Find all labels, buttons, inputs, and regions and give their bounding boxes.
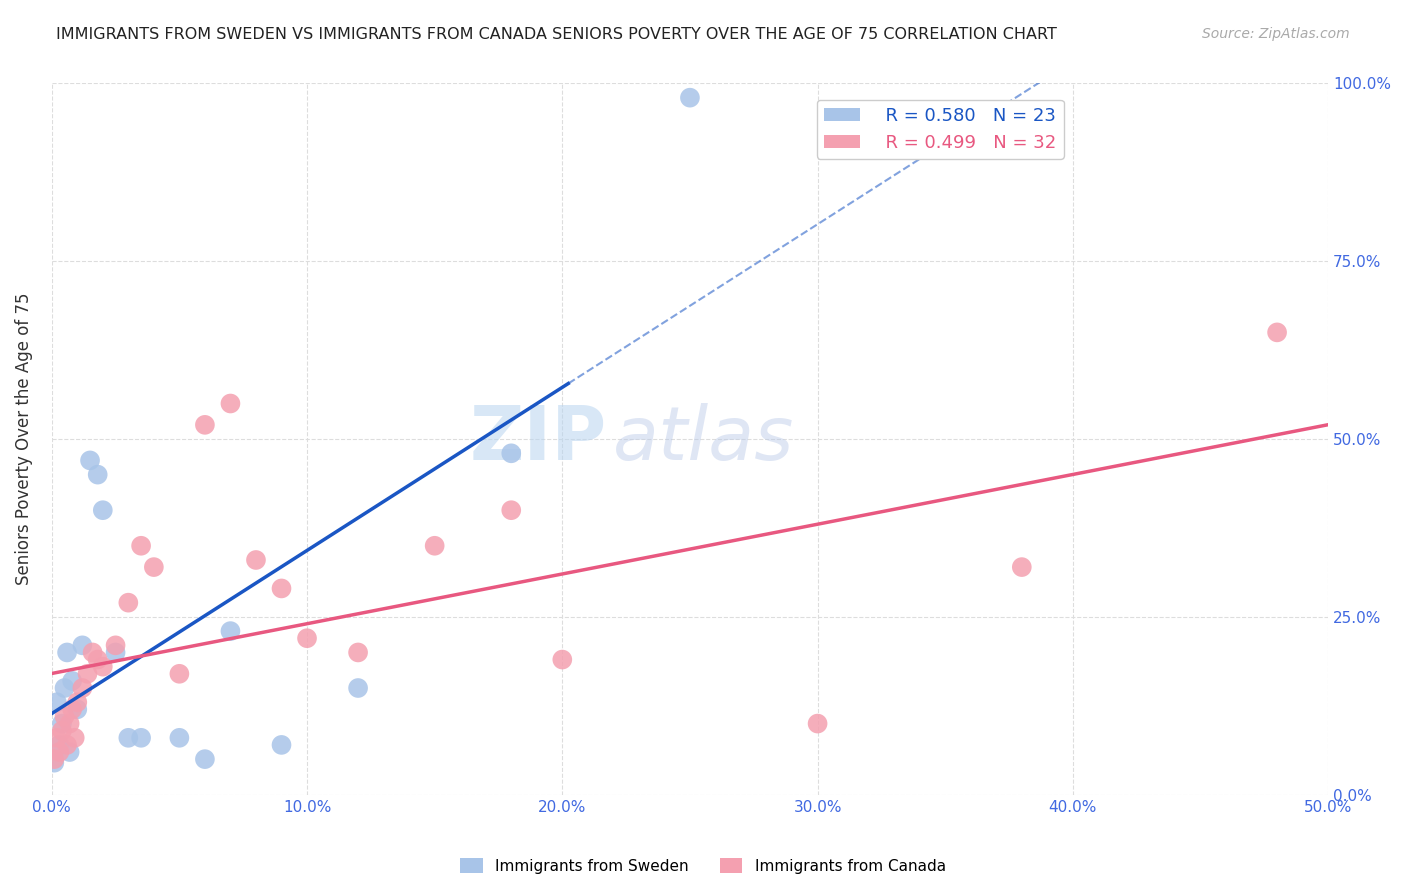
Point [60, 702, 83, 716]
Point [270, 738, 292, 752]
Point [219, 396, 242, 410]
Point [104, 645, 127, 659]
Point [59, 745, 82, 759]
Legend: Immigrants from Sweden, Immigrants from Canada: Immigrants from Sweden, Immigrants from … [454, 852, 952, 880]
Point [79, 453, 101, 467]
Point [56, 738, 79, 752]
Point [194, 417, 217, 432]
Point [551, 652, 574, 666]
Point [91, 503, 114, 517]
Point [48, 738, 70, 752]
Point [63, 731, 86, 745]
Point [169, 731, 191, 745]
Point [679, 90, 702, 104]
Point [86, 467, 108, 482]
Point [86, 652, 108, 666]
Point [53, 709, 76, 723]
Point [66, 695, 89, 709]
Point [423, 539, 446, 553]
Point [51, 723, 73, 738]
Text: ZIP: ZIP [470, 402, 607, 475]
Point [142, 560, 165, 574]
Point [66, 702, 89, 716]
Point [270, 582, 292, 596]
Point [44, 756, 66, 770]
Point [501, 503, 523, 517]
Point [117, 596, 139, 610]
Point [44, 752, 66, 766]
Point [48, 745, 70, 759]
Point [806, 716, 828, 731]
Point [295, 631, 318, 645]
Point [72, 638, 94, 652]
Text: atlas: atlas [613, 403, 794, 475]
Point [1011, 560, 1033, 574]
Point [45, 731, 67, 745]
Point [91, 659, 114, 673]
Point [219, 624, 242, 639]
Point [45, 695, 67, 709]
Point [169, 666, 191, 681]
Text: IMMIGRANTS FROM SWEDEN VS IMMIGRANTS FROM CANADA SENIORS POVERTY OVER THE AGE OF: IMMIGRANTS FROM SWEDEN VS IMMIGRANTS FRO… [56, 27, 1057, 42]
Point [245, 553, 267, 567]
Legend:   R = 0.580   N = 23,   R = 0.499   N = 32: R = 0.580 N = 23, R = 0.499 N = 32 [817, 100, 1064, 159]
Point [117, 731, 139, 745]
Point [129, 731, 152, 745]
Point [82, 645, 104, 659]
Text: Source: ZipAtlas.com: Source: ZipAtlas.com [1202, 27, 1350, 41]
Point [501, 446, 523, 460]
Point [56, 645, 79, 659]
Y-axis label: Seniors Poverty Over the Age of 75: Seniors Poverty Over the Age of 75 [15, 293, 32, 585]
Point [51, 716, 73, 731]
Point [194, 752, 217, 766]
Point [53, 681, 76, 695]
Point [59, 716, 82, 731]
Point [60, 673, 83, 688]
Point [347, 645, 370, 659]
Point [76, 666, 98, 681]
Point [72, 681, 94, 695]
Point [1265, 326, 1288, 340]
Point [347, 681, 370, 695]
Point [129, 539, 152, 553]
Point [104, 638, 127, 652]
